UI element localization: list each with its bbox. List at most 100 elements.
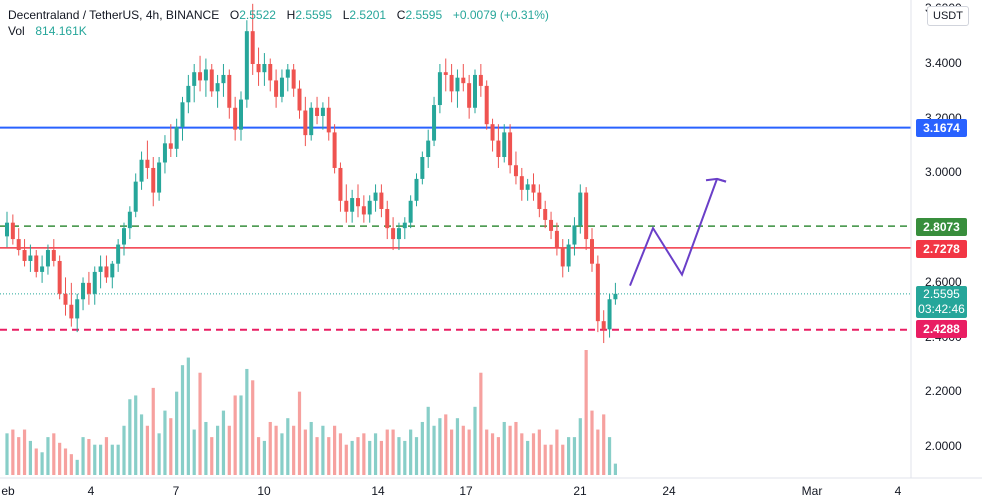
projection-line[interactable] (629, 178, 718, 286)
candle-body (326, 107, 331, 133)
volume-bar (333, 425, 337, 475)
candle-body (162, 143, 167, 163)
candle-body (379, 192, 384, 209)
volume-bar (22, 429, 27, 475)
volume-bar (69, 454, 73, 475)
volume-label: Vol (8, 24, 25, 38)
candle-body (262, 64, 267, 73)
candle (203, 58, 208, 97)
candle (613, 282, 618, 305)
candle-body (350, 198, 355, 212)
candle (63, 277, 68, 316)
candle (420, 151, 425, 185)
volume-bar (17, 437, 21, 475)
candle-body (186, 85, 191, 103)
candle (116, 239, 121, 272)
candle (104, 255, 109, 283)
time-tick-label: 24 (662, 484, 676, 498)
candle (244, 20, 249, 108)
candle (566, 239, 571, 272)
volume-bar (139, 414, 144, 475)
candle (209, 64, 214, 97)
volume-bar (373, 433, 378, 475)
volume-bar (432, 425, 436, 475)
candle (449, 64, 454, 103)
candle-body (69, 304, 74, 319)
volume-bar (309, 421, 313, 475)
candle (508, 124, 513, 174)
candle (537, 184, 542, 218)
candle-body (274, 80, 279, 97)
candle (601, 310, 606, 344)
volume-bar (128, 399, 132, 475)
volume-bar (110, 444, 114, 475)
volume-bar (455, 418, 460, 475)
volume-bar (549, 444, 553, 475)
candle (98, 255, 103, 289)
volume-bar (221, 410, 226, 475)
candle (186, 74, 191, 114)
candle (414, 173, 419, 207)
volume-bar (292, 425, 296, 475)
candle (250, 3, 255, 75)
open-label: O (229, 8, 240, 22)
level-badge-support: 2.4288 (916, 320, 967, 338)
volume-bar (216, 425, 220, 475)
open-value: 2.5522 (239, 8, 276, 22)
volume-bar (409, 429, 413, 475)
volume-bar (46, 437, 50, 475)
candle-body (63, 293, 68, 305)
bar-countdown: 03:42:46 (918, 302, 965, 316)
volume-bar (315, 437, 319, 475)
volume-bar (444, 414, 448, 475)
volume-bar (531, 433, 536, 475)
volume-bar (368, 440, 372, 475)
price-tick-label: 3.4000 (925, 56, 962, 70)
candle (455, 69, 460, 108)
volume-bar (204, 421, 208, 475)
high-value: 2.5595 (295, 8, 333, 22)
candle (525, 178, 530, 201)
currency-button[interactable]: USDT (927, 6, 969, 26)
candle (607, 293, 612, 338)
candle-body (16, 239, 21, 251)
volume-bar (274, 425, 278, 475)
candle-body (227, 74, 232, 108)
volume-bar (438, 418, 442, 475)
candle (584, 187, 589, 251)
candle (34, 250, 39, 278)
candle-body (420, 157, 425, 179)
candle-body (291, 69, 296, 89)
candle-body (367, 200, 372, 215)
candle (5, 211, 9, 248)
volume-bar (485, 429, 489, 475)
candle (69, 282, 74, 327)
candle-body (221, 74, 226, 84)
volume-bar (496, 437, 500, 475)
candle-body (174, 126, 179, 149)
close-value: 2.5595 (405, 8, 443, 22)
symbol-title[interactable]: Decentraland / TetherUS, 4h, BINANCE (8, 8, 220, 22)
candle-body (344, 200, 349, 212)
volume-bar (321, 425, 325, 475)
candle-body (402, 222, 407, 229)
candle (315, 96, 320, 125)
candle-body (484, 85, 489, 125)
candle (145, 140, 150, 179)
candle (221, 64, 226, 97)
candle-body (81, 282, 86, 300)
candle-body (92, 271, 97, 294)
volume-bar (461, 425, 465, 475)
volume-bar (344, 444, 348, 475)
time-tick-label: 21 (573, 484, 587, 498)
candle (338, 162, 343, 212)
volume-bar (87, 439, 91, 475)
candle-body (332, 132, 337, 168)
candle-body (98, 266, 103, 272)
volume-bar (467, 429, 471, 475)
projection-arrow-tip (716, 177, 727, 183)
volume-bar (327, 437, 331, 475)
candle (396, 222, 401, 251)
